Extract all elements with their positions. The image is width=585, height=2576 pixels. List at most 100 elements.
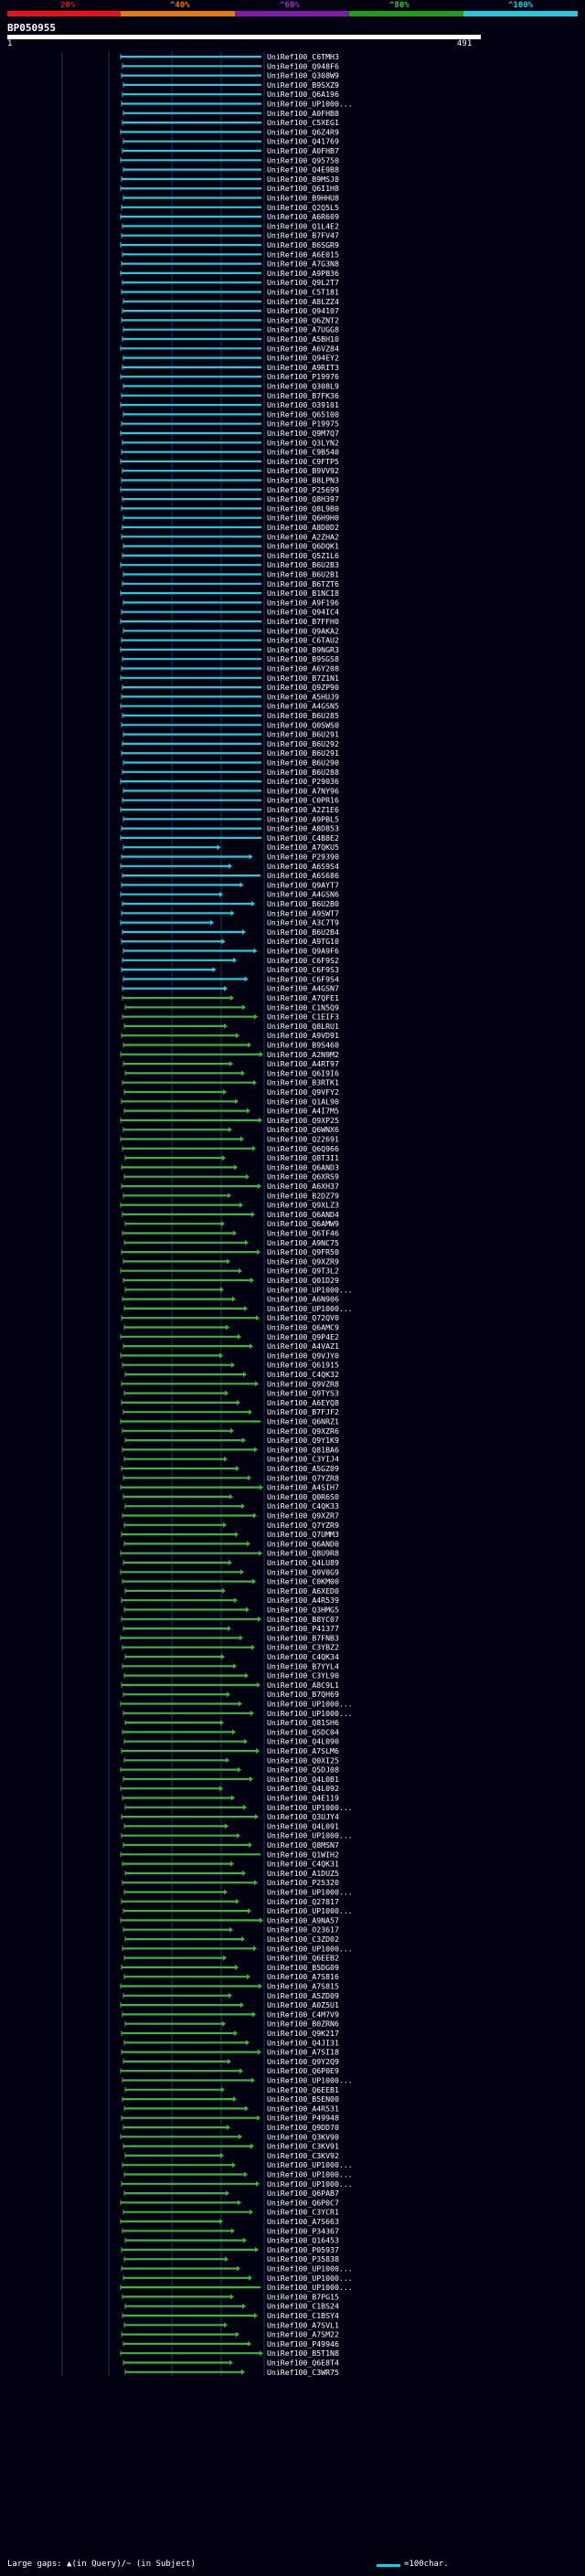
hit-label[interactable]: UniRef100_C6F9S2 <box>267 956 339 965</box>
hit-label[interactable]: UniRef100_B9MSJ8 <box>267 175 339 184</box>
hit-label[interactable]: UniRef100_C3YCR1 <box>267 2208 339 2217</box>
hit-label[interactable]: UniRef100_A7G3N8 <box>267 260 339 269</box>
hit-label[interactable]: UniRef100_Q6Q966 <box>267 1144 339 1153</box>
hit-label[interactable]: UniRef100_Q9T3L2 <box>267 1267 339 1276</box>
hit-label[interactable]: UniRef100_Q94IC4 <box>267 608 339 617</box>
hit-label[interactable]: UniRef100_B7Z1N1 <box>267 673 339 683</box>
hit-label[interactable]: UniRef100_C4M7V9 <box>267 2009 339 2019</box>
hit-label[interactable]: UniRef100_Q9AKA2 <box>267 626 339 635</box>
hit-label[interactable]: UniRef100_Q6ZNT2 <box>267 315 339 324</box>
hit-label[interactable]: UniRef100_A2ZHA2 <box>267 532 339 541</box>
hit-label[interactable]: UniRef100_Q1WIH2 <box>267 1850 339 1859</box>
hit-label[interactable]: UniRef100_P49948 <box>267 2114 339 2123</box>
hit-label[interactable]: UniRef100_A9NC75 <box>267 1238 339 1247</box>
hit-label[interactable]: UniRef100_Q0XI25 <box>267 1755 339 1765</box>
hit-label[interactable]: UniRef100_A0FHB8 <box>267 109 339 118</box>
hit-label[interactable]: UniRef100_C5XEG1 <box>267 118 339 127</box>
hit-label[interactable]: UniRef100_UP1000... <box>267 1944 353 1953</box>
hit-label[interactable]: UniRef100_Q9L2T7 <box>267 278 339 287</box>
hit-label[interactable]: UniRef100_Q3HMG5 <box>267 1606 339 1615</box>
hit-label[interactable]: UniRef100_A7S815 <box>267 1982 339 1991</box>
hit-label[interactable]: UniRef100_C4QK31 <box>267 1860 339 1869</box>
hit-label[interactable]: UniRef100_Q9P4E2 <box>267 1332 339 1341</box>
hit-label[interactable]: UniRef100_C5T181 <box>267 288 339 297</box>
hit-label[interactable]: UniRef100_A6E015 <box>267 249 339 259</box>
hit-label[interactable]: UniRef100_Q9TYS3 <box>267 1389 339 1398</box>
hit-label[interactable]: UniRef100_Q9A9F6 <box>267 947 339 956</box>
hit-label[interactable]: UniRef100_Q6E8T4 <box>267 2359 339 2368</box>
hit-label[interactable]: UniRef100_C3YL90 <box>267 1671 339 1680</box>
hit-label[interactable]: UniRef100_A9RIT3 <box>267 363 339 372</box>
hit-label[interactable]: UniRef100_P29036 <box>267 777 339 786</box>
hit-label[interactable]: UniRef100_C3YBZ2 <box>267 1643 339 1652</box>
hit-label[interactable]: UniRef100_P05937 <box>267 2245 339 2254</box>
hit-label[interactable]: UniRef100_B9S460 <box>267 1041 339 1050</box>
hit-label[interactable]: UniRef100_C3YIJ4 <box>267 1455 339 1464</box>
hit-label[interactable]: UniRef100_B7PG15 <box>267 2292 339 2301</box>
hit-label[interactable]: UniRef100_B6TZT6 <box>267 579 339 588</box>
hit-label[interactable]: UniRef100_Q8LRU1 <box>267 1022 339 1031</box>
hit-label[interactable]: UniRef100_Q9XZR7 <box>267 1511 339 1521</box>
hit-label[interactable]: UniRef100_C3KV92 <box>267 2151 339 2160</box>
hit-label[interactable]: UniRef100_UP1000... <box>267 1304 353 1313</box>
hit-label[interactable]: UniRef100_B7FNB3 <box>267 1633 339 1642</box>
hit-label[interactable]: UniRef100_A7NY96 <box>267 786 339 795</box>
hit-label[interactable]: UniRef100_B7FFH0 <box>267 617 339 626</box>
hit-label[interactable]: UniRef100_B9SGS8 <box>267 654 339 663</box>
hit-label[interactable]: UniRef100_Q6H9H0 <box>267 514 339 523</box>
hit-label[interactable]: UniRef100_Q4L0B1 <box>267 1775 339 1784</box>
hit-label[interactable]: UniRef100_Q308L9 <box>267 382 339 391</box>
hit-label[interactable]: UniRef100_Q3UJY4 <box>267 1812 339 1821</box>
hit-label[interactable]: UniRef100_UP1000... <box>267 2264 353 2274</box>
hit-label[interactable]: UniRef100_C9FTP5 <box>267 457 339 466</box>
hit-label[interactable]: UniRef100_Q6I1H8 <box>267 184 339 193</box>
hit-label[interactable]: UniRef100_Q65100 <box>267 409 339 419</box>
hit-label[interactable]: UniRef100_Q6AMC9 <box>267 1323 339 1332</box>
hit-label[interactable]: UniRef100_B6U2B3 <box>267 560 339 569</box>
hit-label[interactable]: UniRef100_C6TAU2 <box>267 636 339 645</box>
hit-label[interactable]: UniRef100_UP1000... <box>267 2274 353 2283</box>
hit-label[interactable]: UniRef100_Q2Q5L5 <box>267 203 339 212</box>
hit-label[interactable]: UniRef100_O23617 <box>267 1925 339 1935</box>
hit-label[interactable]: UniRef100_Q4E9B8 <box>267 165 339 175</box>
hit-label[interactable]: UniRef100_A9PBL5 <box>267 814 339 823</box>
hit-label[interactable]: UniRef100_Q81BA6 <box>267 1445 339 1454</box>
hit-label[interactable]: UniRef100_A4GSN7 <box>267 984 339 993</box>
hit-label[interactable]: UniRef100_A6Y208 <box>267 664 339 673</box>
hit-label[interactable]: UniRef100_Q4LU89 <box>267 1558 339 1567</box>
hit-label[interactable]: UniRef100_B6U291 <box>267 748 339 758</box>
hit-label[interactable]: UniRef100_Q9AYT7 <box>267 880 339 889</box>
hit-label[interactable]: UniRef100_B9VV92 <box>267 466 339 475</box>
hit-label[interactable]: UniRef100_Q6AMW9 <box>267 1219 339 1228</box>
hit-label[interactable]: UniRef100_P25320 <box>267 1878 339 1887</box>
hit-label[interactable]: UniRef100_Q9K217 <box>267 2029 339 2038</box>
hit-label[interactable]: UniRef100_B6U2B4 <box>267 928 339 937</box>
hit-label[interactable]: UniRef100_C3KV91 <box>267 2142 339 2151</box>
hit-label[interactable]: UniRef100_Q95750 <box>267 155 339 164</box>
hit-label[interactable]: UniRef100_A9F196 <box>267 598 339 607</box>
hit-label[interactable]: UniRef100_Q0R6S0 <box>267 1492 339 1501</box>
hit-label[interactable]: UniRef100_B7FJF2 <box>267 1407 339 1416</box>
hit-label[interactable]: UniRef100_Q01D29 <box>267 1276 339 1285</box>
hit-label[interactable]: UniRef100_B0ZRN6 <box>267 2019 339 2029</box>
hit-label[interactable]: UniRef100_Q4JI31 <box>267 2038 339 2047</box>
hit-label[interactable]: UniRef100_B7YYL4 <box>267 1661 339 1670</box>
hit-label[interactable]: UniRef100_Q61915 <box>267 1361 339 1370</box>
hit-label[interactable]: UniRef100_A0FHB7 <box>267 146 339 155</box>
hit-label[interactable]: UniRef100_Q7UMM3 <box>267 1530 339 1539</box>
hit-label[interactable]: UniRef100_C3ZD02 <box>267 1935 339 1944</box>
hit-label[interactable]: UniRef100_Q6EEB1 <box>267 2085 339 2094</box>
hit-label[interactable]: UniRef100_UP1000... <box>267 2170 353 2179</box>
hit-label[interactable]: UniRef100_Q94EY2 <box>267 354 339 363</box>
hit-label[interactable]: UniRef100_B6U288 <box>267 768 339 777</box>
hit-label[interactable]: UniRef100_A6R609 <box>267 212 339 221</box>
hit-label[interactable]: UniRef100_A6XED0 <box>267 1586 339 1595</box>
hit-label[interactable]: UniRef100_UP1000... <box>267 1700 353 1709</box>
hit-label[interactable]: UniRef100_A0Z5U1 <box>267 2000 339 2009</box>
hit-label[interactable]: UniRef100_Q6DQK1 <box>267 542 339 551</box>
hit-label[interactable]: UniRef100_B5EN00 <box>267 2094 339 2104</box>
hit-label[interactable]: UniRef100_P25699 <box>267 485 339 494</box>
hit-label[interactable]: UniRef100_Q5Z1L6 <box>267 551 339 560</box>
hit-label[interactable]: UniRef100_Q9Y2Q9 <box>267 2057 339 2066</box>
hit-label[interactable]: UniRef100_A6S686 <box>267 871 339 880</box>
